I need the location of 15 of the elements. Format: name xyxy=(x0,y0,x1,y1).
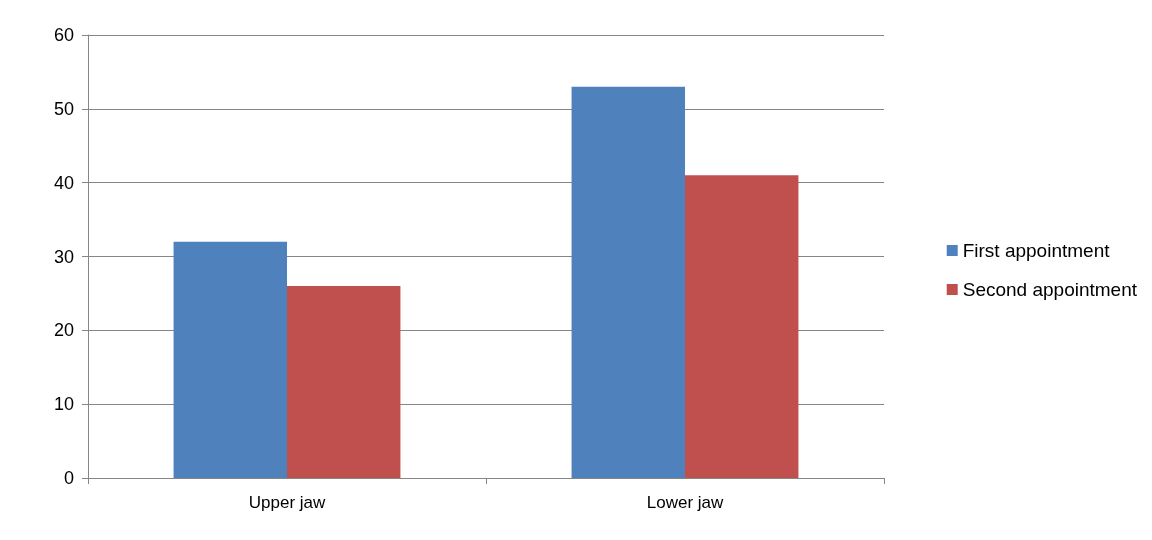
legend-label: First appointment xyxy=(962,240,1111,261)
y-tick-label: 40 xyxy=(53,172,74,193)
y-tick-label: 60 xyxy=(53,25,74,45)
y-tick-label: 0 xyxy=(63,468,74,488)
bar xyxy=(685,175,799,478)
y-tick-label: 10 xyxy=(53,394,74,415)
y-tick-label: 50 xyxy=(53,98,74,119)
legend-label: Second appointment xyxy=(962,279,1138,300)
bar xyxy=(571,86,685,478)
bar xyxy=(287,286,401,478)
bar xyxy=(173,241,287,478)
y-tick-label: 20 xyxy=(53,320,74,341)
y-tick-label: 30 xyxy=(53,246,74,267)
x-tick-label: Upper jaw xyxy=(248,493,326,512)
x-tick-label: Lower jaw xyxy=(646,493,724,512)
